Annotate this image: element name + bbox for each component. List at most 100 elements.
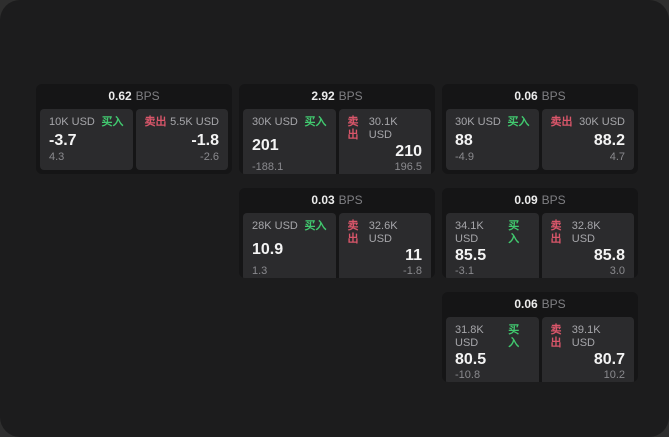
sell-sub-value: -2.6 xyxy=(200,151,219,163)
buy-sub-value: -3.1 xyxy=(455,265,474,277)
sell-top-row: 卖出 32.6K USD xyxy=(348,220,423,246)
sell-panel[interactable]: 卖出 30.1K USD 210 196.5 xyxy=(338,109,431,174)
spread-value: 0.06 xyxy=(514,89,538,103)
quote-body: 30K USD 买入 201 -188.1 卖出 30.1K USD 210 1… xyxy=(239,109,435,174)
quote-card[interactable]: 2.92 BPS 30K USD 买入 201 -188.1 卖出 30.1K U… xyxy=(239,84,435,174)
sell-panel[interactable]: 卖出 5.5K USD -1.8 -2.6 xyxy=(135,109,228,170)
sell-top-row: 卖出 30.1K USD xyxy=(348,116,423,142)
buy-side-label: 买入 xyxy=(101,116,124,128)
sell-panel[interactable]: 卖出 30K USD 88.2 4.7 xyxy=(541,109,634,170)
sell-side-label: 卖出 xyxy=(347,220,359,245)
quote-grid: 0.62 BPS 10K USD 买入 -3.7 4.3 卖出 5.5K USD xyxy=(36,84,638,382)
spread-unit: BPS xyxy=(541,193,566,207)
quote-card[interactable]: 0.06 BPS 31.8K USD 买入 80.5 -10.8 卖出 39.1K… xyxy=(442,292,638,382)
sell-notional: 30K USD xyxy=(579,116,625,128)
quote-card[interactable]: 0.09 BPS 34.1K USD 买入 85.5 -3.1 卖出 32.8K … xyxy=(442,188,638,278)
sell-price: 11 xyxy=(405,247,422,264)
sell-sub-value: -1.8 xyxy=(403,265,422,277)
spread-unit: BPS xyxy=(541,89,566,103)
spread-header: 2.92 BPS xyxy=(239,84,435,109)
buy-side-label: 买入 xyxy=(507,116,530,128)
buy-panel[interactable]: 31.8K USD 买入 80.5 -10.8 xyxy=(446,317,539,382)
sell-price: 80.7 xyxy=(593,351,625,368)
buy-top-row: 31.8K USD 买入 xyxy=(455,324,530,350)
buy-top-row: 34.1K USD 买入 xyxy=(455,220,530,246)
sell-notional: 39.1K USD xyxy=(571,324,601,349)
sell-side-label: 卖出 xyxy=(550,220,562,245)
buy-notional: 31.8K USD xyxy=(455,324,484,349)
sell-price: 210 xyxy=(395,143,422,160)
buy-sub-value: -4.9 xyxy=(455,151,474,163)
sell-price: 88.2 xyxy=(593,131,625,149)
sell-price: -1.8 xyxy=(191,131,219,149)
quote-body: 10K USD 买入 -3.7 4.3 卖出 5.5K USD -1.8 -2.… xyxy=(36,109,232,174)
buy-notional: 34.1K USD xyxy=(455,220,484,245)
sell-top-row: 卖出 5.5K USD xyxy=(145,116,220,129)
buy-panel[interactable]: 10K USD 买入 -3.7 4.3 xyxy=(40,109,133,170)
buy-panel[interactable]: 30K USD 买入 88 -4.9 xyxy=(446,109,539,170)
sell-sub-value: 3.0 xyxy=(609,265,625,277)
sell-notional: 30.1K USD xyxy=(368,116,398,141)
sell-side-label: 卖出 xyxy=(144,116,167,128)
buy-panel[interactable]: 34.1K USD 买入 85.5 -3.1 xyxy=(446,213,539,278)
buy-notional: 30K USD xyxy=(252,116,298,128)
spread-value: 0.06 xyxy=(514,297,538,311)
sell-sub-value: 10.2 xyxy=(603,369,625,381)
buy-top-row: 28K USD 买入 xyxy=(252,220,327,233)
buy-side-label: 买入 xyxy=(508,220,520,245)
quote-body: 30K USD 买入 88 -4.9 卖出 30K USD 88.2 4.7 xyxy=(442,109,638,174)
sell-sub-value: 4.7 xyxy=(609,151,625,163)
buy-price: -3.7 xyxy=(49,131,77,149)
spread-value: 2.92 xyxy=(311,89,335,103)
quote-card[interactable]: 0.62 BPS 10K USD 买入 -3.7 4.3 卖出 5.5K USD xyxy=(36,84,232,174)
sell-side-label: 卖出 xyxy=(550,116,573,128)
quote-body: 31.8K USD 买入 80.5 -10.8 卖出 39.1K USD 80.… xyxy=(442,317,638,382)
buy-price: 88 xyxy=(455,131,473,149)
sell-sub-value: 196.5 xyxy=(394,161,422,173)
quote-body: 28K USD 买入 10.9 1.3 卖出 32.6K USD 11 -1.8 xyxy=(239,213,435,278)
sell-notional: 5.5K USD xyxy=(170,116,219,128)
buy-notional: 30K USD xyxy=(455,116,501,128)
buy-price: 80.5 xyxy=(455,351,487,368)
quote-card[interactable]: 0.06 BPS 30K USD 买入 88 -4.9 卖出 30K USD xyxy=(442,84,638,174)
spread-value: 0.09 xyxy=(514,193,538,207)
sell-notional: 32.8K USD xyxy=(571,220,601,245)
buy-side-label: 买入 xyxy=(304,116,327,128)
quote-body: 34.1K USD 买入 85.5 -3.1 卖出 32.8K USD 85.8… xyxy=(442,213,638,278)
buy-panel[interactable]: 30K USD 买入 201 -188.1 xyxy=(243,109,336,174)
buy-sub-value: 1.3 xyxy=(252,265,268,277)
sell-side-label: 卖出 xyxy=(347,116,359,141)
buy-top-row: 30K USD 买入 xyxy=(455,116,530,129)
buy-notional: 10K USD xyxy=(49,116,95,128)
buy-sub-value: 4.3 xyxy=(49,151,65,163)
quote-card[interactable]: 0.03 BPS 28K USD 买入 10.9 1.3 卖出 32.6K USD xyxy=(239,188,435,278)
buy-side-label: 买入 xyxy=(508,324,520,349)
sell-side-label: 卖出 xyxy=(550,324,562,349)
buy-price: 201 xyxy=(252,136,279,154)
spread-value: 0.03 xyxy=(311,193,335,207)
spread-header: 0.06 BPS xyxy=(442,292,638,317)
sell-panel[interactable]: 卖出 32.6K USD 11 -1.8 xyxy=(338,213,431,278)
buy-panel[interactable]: 28K USD 买入 10.9 1.3 xyxy=(243,213,336,278)
buy-sub-value: -10.8 xyxy=(455,369,481,381)
buy-price: 10.9 xyxy=(252,240,284,258)
sell-panel[interactable]: 卖出 32.8K USD 85.8 3.0 xyxy=(541,213,634,278)
buy-sub-value: -188.1 xyxy=(252,161,284,173)
buy-price: 85.5 xyxy=(455,247,487,264)
sell-price: 85.8 xyxy=(593,247,625,264)
spread-header: 0.06 BPS xyxy=(442,84,638,109)
sell-top-row: 卖出 39.1K USD xyxy=(551,324,626,350)
sell-panel[interactable]: 卖出 39.1K USD 80.7 10.2 xyxy=(541,317,634,382)
spread-unit: BPS xyxy=(338,193,363,207)
spread-value: 0.62 xyxy=(108,89,132,103)
spread-header: 0.03 BPS xyxy=(239,188,435,213)
spread-header: 0.62 BPS xyxy=(36,84,232,109)
sell-notional: 32.6K USD xyxy=(368,220,398,245)
buy-top-row: 30K USD 买入 xyxy=(252,116,327,129)
sell-top-row: 卖出 30K USD xyxy=(551,116,626,129)
buy-notional: 28K USD xyxy=(252,220,298,232)
spread-header: 0.09 BPS xyxy=(442,188,638,213)
buy-top-row: 10K USD 买入 xyxy=(49,116,124,129)
spread-unit: BPS xyxy=(541,297,566,311)
